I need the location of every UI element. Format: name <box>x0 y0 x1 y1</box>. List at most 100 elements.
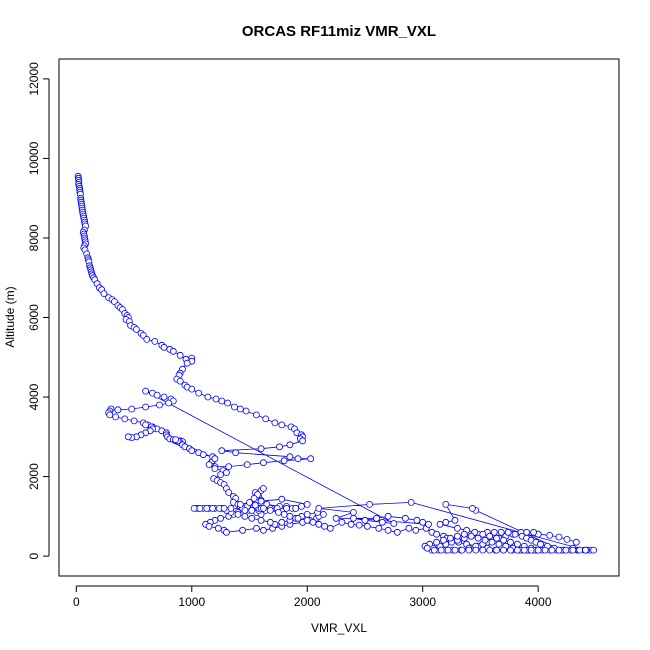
data-point <box>520 546 528 554</box>
data-point <box>436 520 444 528</box>
data-point <box>413 516 421 524</box>
data-point <box>349 514 357 522</box>
data-point <box>590 546 597 554</box>
data-point <box>243 461 251 469</box>
y-tick-label: 4000 <box>27 383 41 410</box>
data-point <box>143 335 151 343</box>
data-point <box>286 512 294 520</box>
data-point <box>332 514 340 522</box>
data-point <box>481 536 489 544</box>
data-point <box>231 403 238 411</box>
y-tick-label: 10000 <box>27 141 41 175</box>
data-point <box>222 528 230 536</box>
data-point <box>274 509 282 516</box>
data-point <box>298 502 305 510</box>
data-point <box>349 509 357 516</box>
data-point <box>493 546 501 554</box>
data-point <box>468 504 476 512</box>
data-point <box>232 449 240 457</box>
data-point <box>315 504 323 512</box>
data-point <box>453 524 461 532</box>
data-point <box>236 500 244 508</box>
data-point <box>176 377 184 385</box>
data-point <box>283 504 290 512</box>
data-point <box>514 546 521 554</box>
data-point <box>555 533 563 541</box>
data-point <box>248 506 256 514</box>
data-point <box>446 534 454 542</box>
data-point <box>188 447 196 455</box>
data-point <box>555 546 563 554</box>
data-point <box>458 546 466 554</box>
data-point <box>479 530 487 538</box>
data-point <box>537 540 544 548</box>
data-point <box>425 520 432 528</box>
data-points <box>74 172 597 554</box>
data-point <box>100 290 108 298</box>
data-point <box>271 419 279 427</box>
data-point <box>294 514 302 522</box>
y-tick-label: 6000 <box>27 304 41 331</box>
data-point <box>527 546 535 554</box>
data-point <box>442 518 450 526</box>
data-point <box>467 532 475 540</box>
data-point <box>375 524 383 532</box>
data-point <box>486 546 494 554</box>
data-point <box>124 433 132 441</box>
y-axis: 0 2000 4000 6000 8000 10000 12000 <box>27 62 50 559</box>
data-point <box>242 407 250 415</box>
data-point <box>366 500 374 508</box>
data-point <box>222 469 230 477</box>
data-point <box>576 546 584 554</box>
data-point <box>363 522 371 530</box>
data-point <box>423 544 431 552</box>
data-point <box>500 536 507 544</box>
data-point <box>259 485 267 492</box>
data-point <box>582 546 589 554</box>
data-point <box>280 457 288 465</box>
data-point <box>384 512 392 520</box>
data-point <box>153 391 161 399</box>
data-point <box>128 405 136 413</box>
data-point <box>401 514 409 522</box>
data-point <box>507 538 514 546</box>
data-point <box>504 528 512 536</box>
data-point <box>199 451 207 459</box>
data-point <box>361 516 369 524</box>
data-point <box>227 504 235 512</box>
data-point <box>292 504 300 512</box>
data-point <box>338 518 346 526</box>
x-tick-label: 2000 <box>294 595 321 609</box>
data-point <box>160 393 168 401</box>
data-point <box>190 504 198 512</box>
data-point <box>211 455 219 463</box>
data-point <box>572 538 580 546</box>
data-point <box>132 325 140 333</box>
data-point <box>241 506 249 514</box>
data-point <box>246 498 253 506</box>
data-point <box>225 489 233 496</box>
data-point <box>444 546 452 554</box>
data-point <box>507 546 514 554</box>
data-point <box>259 526 267 534</box>
data-point <box>479 546 487 554</box>
data-point <box>205 461 213 469</box>
data-point <box>563 536 571 543</box>
data-point <box>319 511 327 518</box>
data-point <box>259 459 267 467</box>
data-point <box>562 546 570 554</box>
data-point <box>303 511 311 518</box>
data-point <box>257 497 265 505</box>
chart-title: ORCAS RF11miz VMR_VXL <box>242 23 436 40</box>
data-point <box>315 520 323 528</box>
data-point <box>266 518 274 526</box>
data-point <box>534 546 542 554</box>
data-point <box>419 518 427 526</box>
data-point <box>252 524 260 532</box>
data-point <box>278 518 286 526</box>
data-point <box>169 347 177 355</box>
data-point <box>114 406 122 414</box>
data-point <box>218 397 226 405</box>
data-point <box>440 536 447 544</box>
data-point <box>347 520 355 528</box>
